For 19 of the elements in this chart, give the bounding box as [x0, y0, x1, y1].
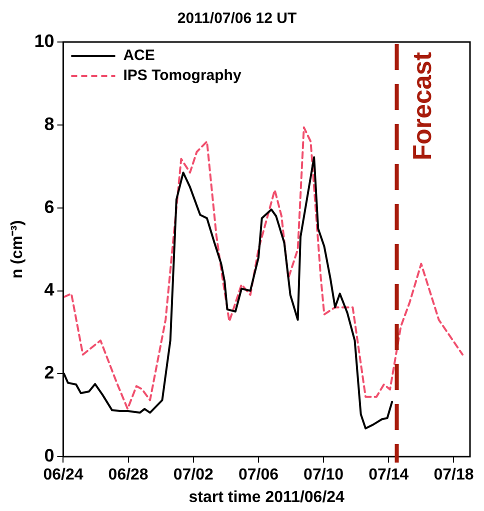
x-axis-title: start time 2011/06/24	[188, 488, 345, 506]
y-tick-label: 8	[44, 114, 54, 134]
x-tick-label: 07/18	[434, 466, 474, 484]
y-tick-label: 2	[44, 362, 54, 383]
x-tick-label: 06/28	[108, 466, 148, 484]
ref-line-label: Forecast	[406, 52, 437, 160]
legend-label: ACE	[123, 47, 155, 64]
y-tick-label: 10	[34, 30, 54, 51]
y-tick-label: 6	[44, 196, 54, 217]
x-tick-label: 06/24	[43, 466, 84, 484]
y-tick-label: 4	[44, 280, 54, 300]
x-tick-label: 07/02	[173, 466, 214, 484]
chart-title: 2011/07/06 12 UT	[177, 10, 297, 28]
y-axis-title: n (cm⁻³)	[9, 220, 26, 278]
x-tick-label: 07/14	[368, 466, 409, 484]
y-tick-label: 0	[44, 446, 54, 466]
x-tick-label: 07/06	[238, 466, 279, 484]
legend-label: IPS Tomography	[123, 67, 242, 84]
x-tick-label: 07/10	[304, 466, 344, 484]
